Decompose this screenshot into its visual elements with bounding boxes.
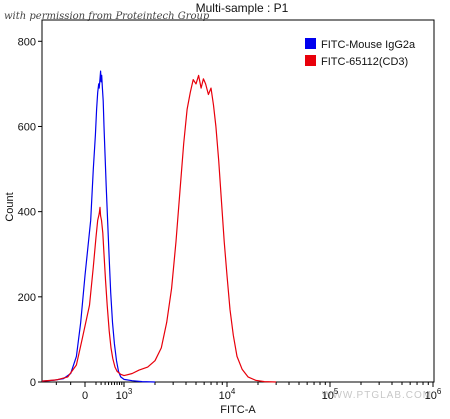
y-tick-label: 200 xyxy=(18,292,36,304)
y-tick-label: 800 xyxy=(18,36,36,48)
x-tick-label: 106 xyxy=(425,387,442,402)
legend-swatch-2 xyxy=(305,55,316,66)
y-axis: 0 200 400 600 800 xyxy=(18,36,42,389)
y-tick-label: 600 xyxy=(18,121,36,133)
plot-area-frame xyxy=(41,19,435,383)
site-watermark: WWW.PTGLAB.COM xyxy=(322,390,433,401)
series-layer xyxy=(41,70,277,383)
x-tick-label: 103 xyxy=(116,387,133,402)
series-line-1 xyxy=(41,70,156,383)
series-line-2 xyxy=(41,74,277,383)
x-tick-label: 0 xyxy=(82,390,88,402)
x-axis-label: FITC-A xyxy=(220,404,256,416)
permission-watermark: with permission from Proteintech Group xyxy=(4,11,210,22)
legend-label-2: FITC-65112(CD3) xyxy=(321,56,408,68)
x-tick-label: 104 xyxy=(219,387,236,402)
y-tick-label: 400 xyxy=(18,207,36,219)
x-tick-label: 105 xyxy=(322,387,339,402)
y-axis-label: Count xyxy=(4,192,16,221)
legend: FITC-Mouse IgG2a FITC-65112(CD3) xyxy=(305,38,416,68)
x-axis: 0 103 104 105 106 xyxy=(55,382,442,402)
chart-title: Multi-sample : P1 xyxy=(196,1,289,15)
y-tick-label: 0 xyxy=(30,377,36,389)
legend-label-1: FITC-Mouse IgG2a xyxy=(321,39,416,51)
legend-swatch-1 xyxy=(305,38,316,49)
